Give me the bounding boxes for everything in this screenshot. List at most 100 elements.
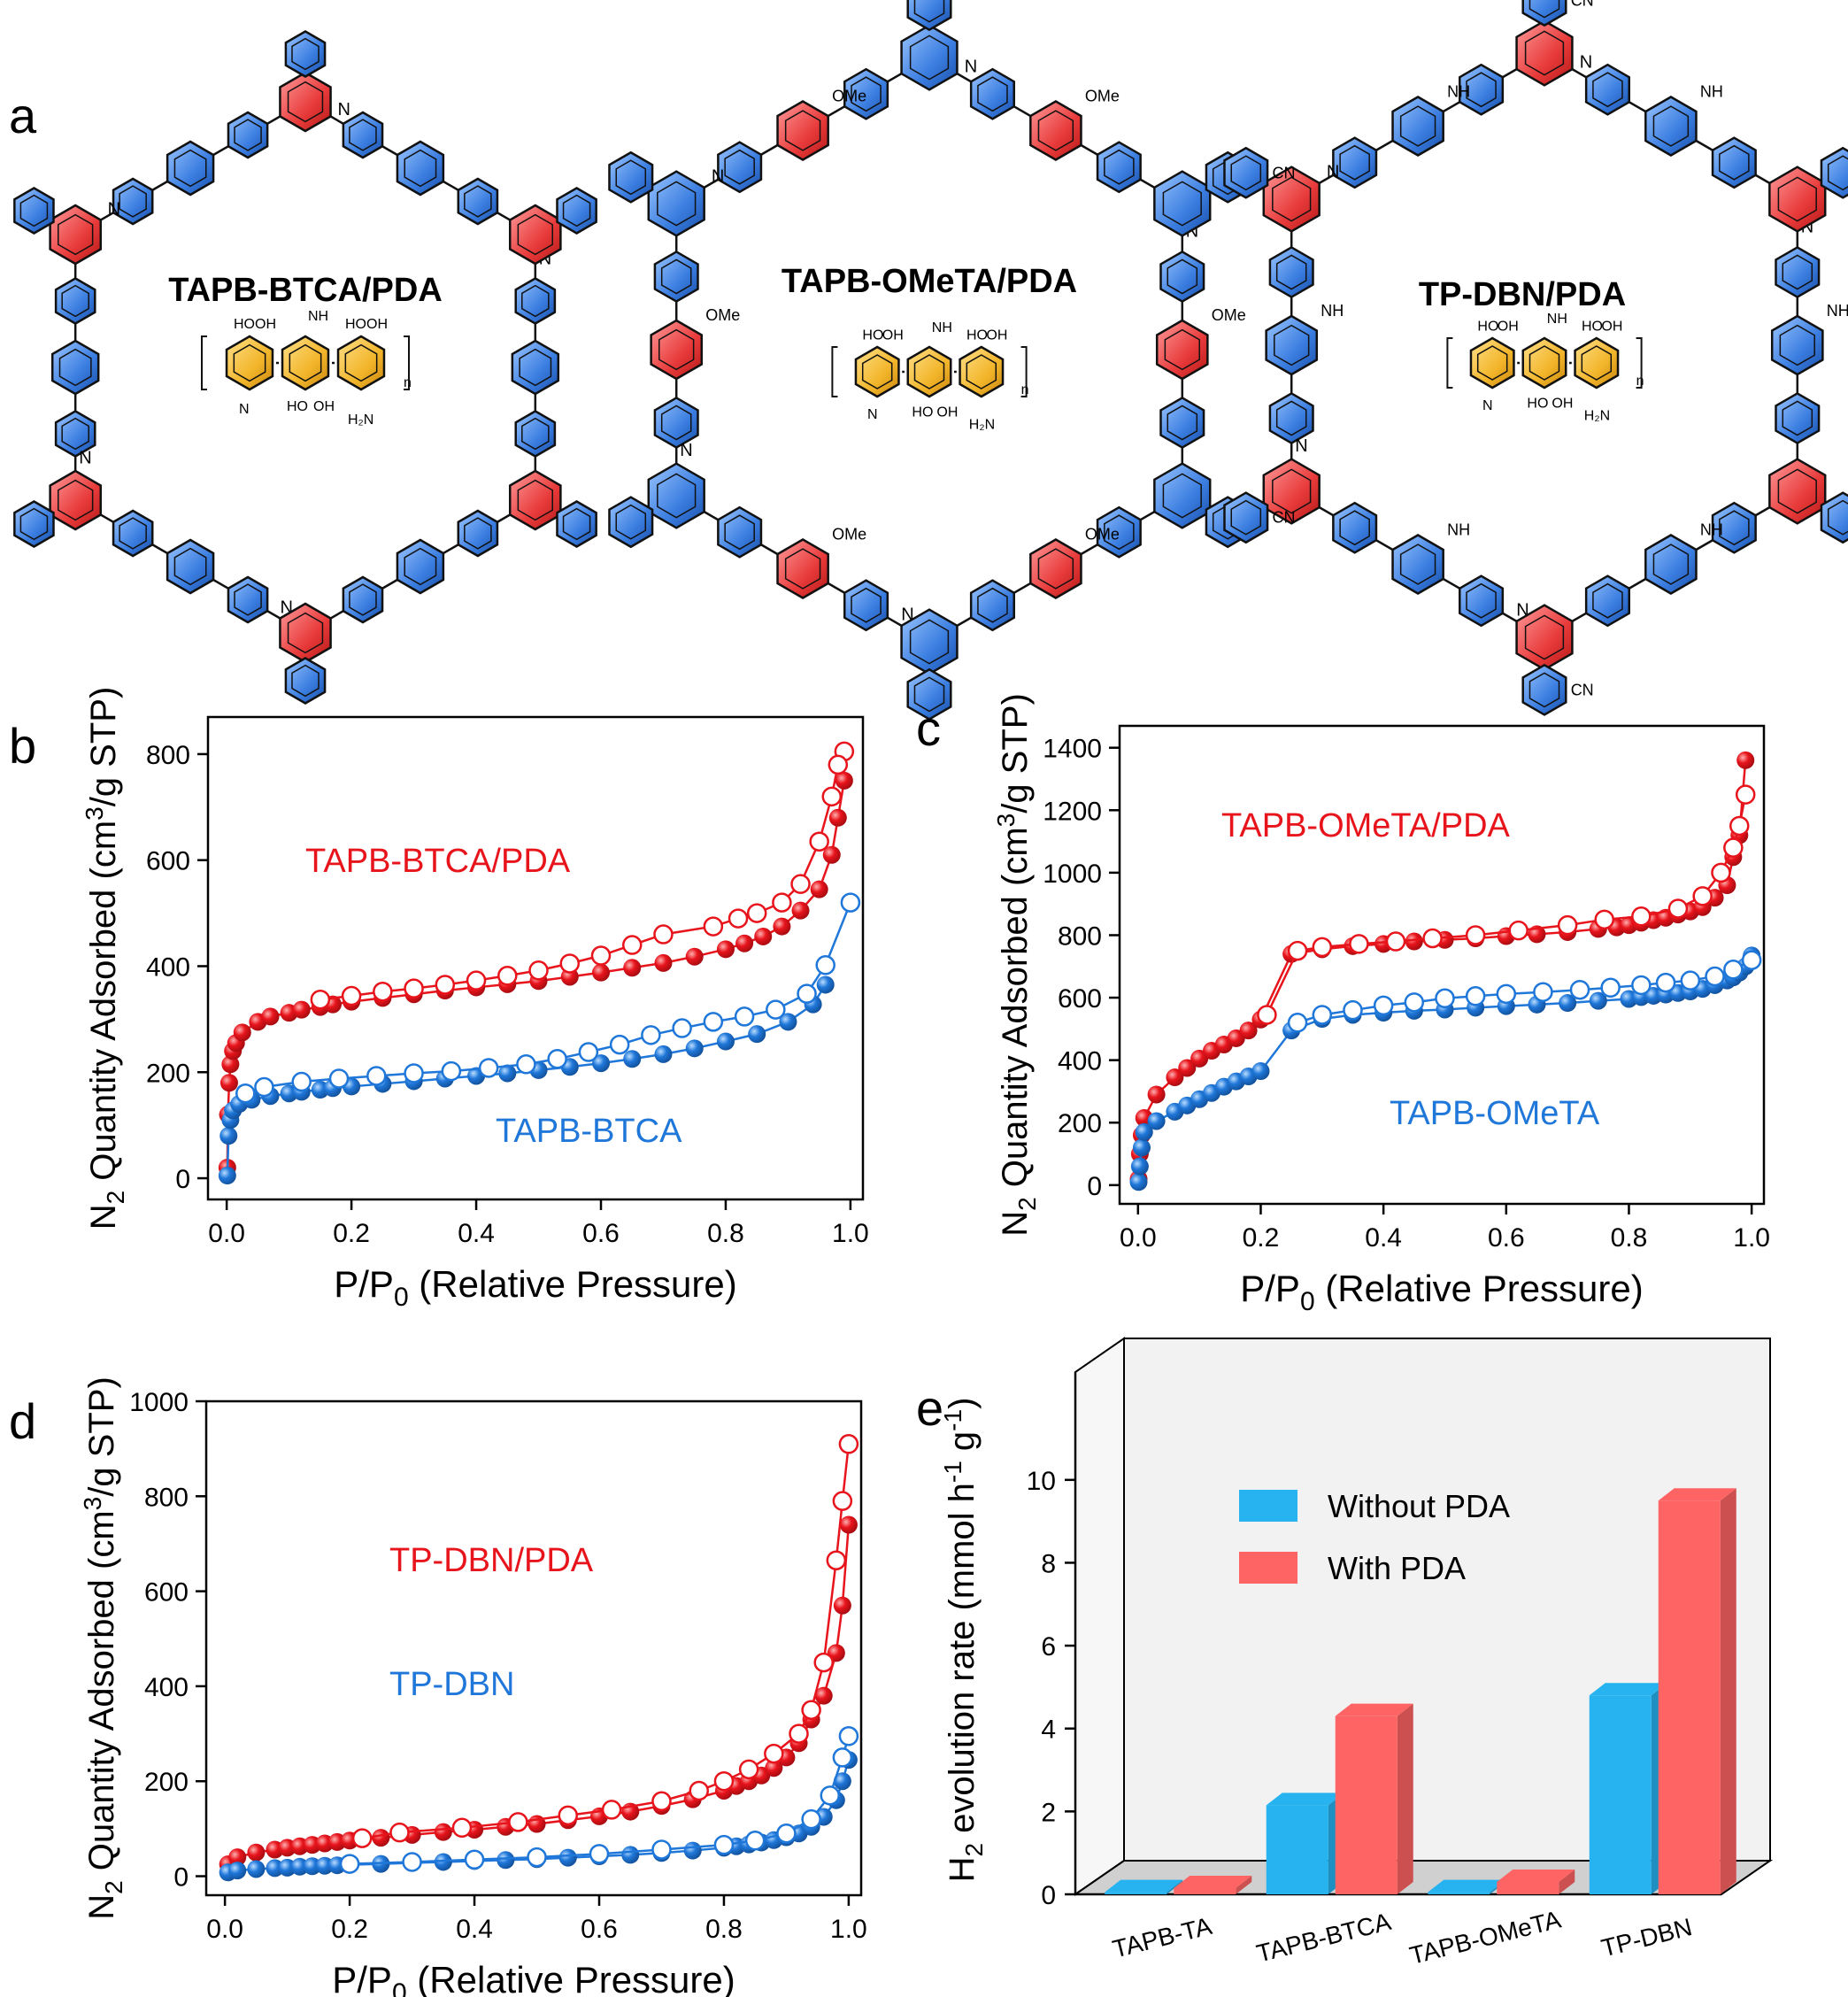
phenyl-ring-inner — [851, 76, 882, 112]
x-axis-label: P/P0 (Relative Pressure) — [332, 1959, 735, 1997]
data-point — [621, 1846, 640, 1864]
data-point — [1496, 983, 1517, 1005]
linker-ring-inner — [784, 110, 821, 151]
bar-side — [1720, 1488, 1736, 1894]
bar-side — [1559, 1869, 1575, 1894]
phenyl-ring — [1223, 146, 1269, 199]
atom-label-nh: NH — [1547, 312, 1567, 327]
linker-ring-inner — [1652, 105, 1690, 147]
phenyl-ring — [843, 579, 889, 632]
node-ring-inner — [657, 473, 697, 519]
x-tick-label: TAPB-TA — [1110, 1912, 1215, 1963]
x-tick-label: 0.8 — [705, 1915, 743, 1944]
data-point — [497, 1851, 515, 1870]
atom-label-ho: HO — [912, 405, 933, 420]
bar-top — [1105, 1879, 1183, 1893]
x-tick-label: 0.6 — [1488, 1223, 1525, 1253]
linker-ring — [166, 538, 215, 595]
pda-ring — [959, 345, 1005, 398]
phenyl-ring — [457, 509, 499, 558]
phenyl-ring-inner — [724, 514, 755, 551]
atom-label-ho: HO — [287, 399, 308, 414]
y-tick-label: 0 — [175, 1165, 190, 1194]
data-point — [466, 970, 487, 991]
node-ring-inner — [287, 81, 324, 123]
data-point — [821, 786, 843, 807]
atom-label-h2n: H₂N — [1584, 408, 1610, 423]
y-tick-label: 200 — [146, 1059, 190, 1088]
node-ring-inner — [1162, 181, 1202, 227]
data-point — [303, 1857, 321, 1876]
data-point — [801, 1700, 821, 1720]
data-point — [1729, 815, 1750, 837]
phenyl-ring-inner — [291, 37, 320, 71]
annotation-tapb-ometa: TAPB-OMeTA — [1390, 1095, 1600, 1132]
data-point — [765, 1759, 783, 1777]
plot-frame — [204, 1399, 863, 1897]
data-point — [791, 901, 810, 920]
phenyl-ring-inner — [724, 149, 755, 185]
data-point — [589, 1844, 610, 1864]
data-point — [292, 1000, 311, 1019]
atom-label-h2n: H₂N — [348, 413, 373, 428]
data-point — [218, 1167, 236, 1185]
pda-ring — [225, 335, 274, 391]
bar-without-pda — [1105, 1892, 1167, 1894]
linker-ring-inner — [58, 348, 92, 387]
linker-ring — [1644, 96, 1698, 157]
data-point — [590, 945, 612, 966]
data-point — [247, 1860, 266, 1878]
data-point — [672, 1018, 692, 1038]
data-point — [685, 947, 704, 966]
linker-ring-inner — [1652, 544, 1690, 585]
phenyl-ring — [1521, 663, 1567, 716]
y-tick-label: 2 — [1041, 1798, 1056, 1827]
data-point — [601, 1800, 622, 1820]
substituent-label: NH — [1700, 521, 1723, 539]
data-point — [833, 1596, 851, 1615]
atom-label-n: N — [712, 166, 724, 186]
annotation-tapb-btca: TAPB-BTCA — [496, 1113, 682, 1150]
data-point — [228, 1862, 247, 1880]
linker-ring-inner — [1037, 548, 1074, 590]
legend-label: With PDA — [1328, 1550, 1466, 1586]
panel-letter-b: b — [9, 718, 36, 774]
node-ring — [508, 469, 562, 531]
x-tick-label: 0.4 — [1365, 1223, 1402, 1253]
data-point — [1129, 1173, 1148, 1191]
y-axis-label: H2 evolution rate (mmol h-1 g-1) — [939, 1398, 988, 1883]
phenyl-ring — [1096, 141, 1142, 194]
bracket — [831, 346, 838, 397]
phenyl-ring-inner — [1528, 0, 1560, 19]
data-point — [654, 1045, 673, 1063]
data-point — [592, 1054, 610, 1073]
atom-label-nh: NH — [932, 320, 952, 335]
atom-label-n: N — [1580, 53, 1592, 73]
panel-letter-c: c — [916, 700, 941, 756]
atom-label-oh: OH — [882, 328, 904, 343]
chart-c: 0.0 0.2 0.4 0.6 0.8 1.0 0 200 400 600 800 1000 1200 1… — [992, 693, 1770, 1316]
phenyl-ring — [514, 410, 557, 458]
data-point — [441, 1060, 462, 1082]
node-ring-inner — [58, 213, 94, 256]
panel-letter-e: e — [916, 1380, 943, 1436]
phenyl-ring — [1459, 63, 1505, 116]
linker-ring — [1029, 538, 1082, 599]
data-point — [1349, 934, 1369, 954]
phenyl-ring-inner — [1719, 510, 1750, 546]
data-point — [789, 1723, 809, 1744]
phenyl-ring — [284, 657, 327, 705]
x-axis-label: P/P0 (Relative Pressure) — [1240, 1268, 1644, 1316]
structure-label-tapb-ometa-pda: TAPB-OMeTA/PDA — [782, 263, 1077, 300]
substituent-label: NH — [1447, 521, 1470, 539]
y-tick-label: 800 — [1058, 921, 1102, 951]
pda-ring — [854, 345, 900, 398]
y-tick-label: 600 — [1058, 984, 1102, 1014]
data-point — [1711, 862, 1731, 883]
data-point — [779, 1013, 797, 1031]
plot-frame — [1118, 724, 1766, 1206]
atom-label-oh: OH — [1601, 320, 1622, 335]
phenyl-ring-inner — [851, 587, 882, 623]
data-point — [351, 1828, 373, 1848]
